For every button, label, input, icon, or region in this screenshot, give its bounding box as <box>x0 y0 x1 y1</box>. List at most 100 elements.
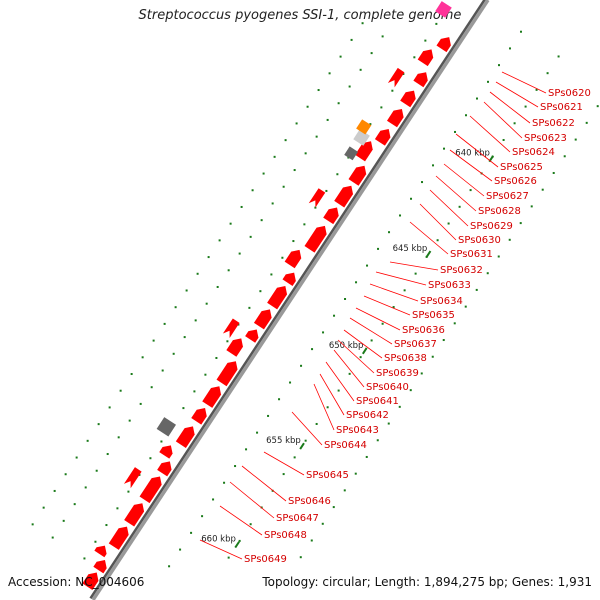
cds-feature <box>157 461 172 477</box>
scale-dot <box>240 205 243 208</box>
scale-dot <box>227 269 230 272</box>
scale-dot <box>116 507 119 510</box>
scale-dot <box>106 453 109 456</box>
scale-dot <box>326 118 329 121</box>
scale-marks: 640 kbp 645 kbp 650 kbp 655 kbp 660 kbp <box>201 149 494 549</box>
scale-dot <box>552 171 555 174</box>
scale-dot <box>152 339 155 342</box>
scale-tick-label: 650 kbp <box>329 341 364 351</box>
scale-dot <box>369 123 372 126</box>
gene-label: SPs0647 <box>276 513 319 524</box>
scale-dot <box>31 523 34 526</box>
gene-label: SPs0641 <box>356 396 399 407</box>
scale-dot <box>304 152 307 155</box>
scale-dot <box>348 372 351 375</box>
scale-dot <box>546 72 549 75</box>
cds-feature <box>216 361 238 387</box>
scale-dot <box>315 135 318 138</box>
scale-dot <box>487 80 490 83</box>
scale-dot <box>293 169 296 172</box>
scale-dot <box>381 322 384 325</box>
scale-dot <box>343 489 346 492</box>
gene-label: SPs0627 <box>486 191 529 202</box>
cds-feature <box>334 185 354 208</box>
scale-dot <box>251 189 254 192</box>
scale-dot <box>410 197 413 200</box>
scale-dot <box>524 105 527 108</box>
scale-dot <box>273 155 276 158</box>
cds-feature <box>267 286 288 310</box>
scale-dot <box>325 189 328 192</box>
scale-dot <box>84 486 87 489</box>
label-lines <box>199 71 547 560</box>
scale-dot <box>127 490 130 493</box>
scale-dot <box>432 164 435 167</box>
scale-dot <box>234 465 237 468</box>
label-leader-line <box>263 451 305 476</box>
scale-dot <box>141 356 144 359</box>
scale-dot <box>117 436 120 439</box>
gene-label: SPs0625 <box>500 162 543 173</box>
label-leader-line <box>333 349 365 388</box>
scale-dot <box>223 481 226 484</box>
scale-dot <box>161 369 164 372</box>
scale-dot <box>185 289 188 292</box>
gene-label: SPs0622 <box>532 118 575 129</box>
scale-dot <box>519 222 522 225</box>
scale-dot <box>315 422 318 425</box>
scale-tick-label: 655 kbp <box>266 436 301 446</box>
scale-dot <box>339 55 342 58</box>
scale-dot <box>388 231 391 234</box>
scale-dot <box>585 121 588 124</box>
scale-dot <box>370 52 373 55</box>
scale-dot <box>259 290 262 293</box>
label-leader-line <box>429 189 469 227</box>
scale-dot <box>326 406 329 409</box>
cds-feature <box>191 407 207 425</box>
scale-dot <box>557 55 560 58</box>
label-leader-line <box>369 283 419 302</box>
scale-dot <box>278 398 281 401</box>
label-leader-line <box>389 261 439 271</box>
cds-feature <box>355 141 373 162</box>
cds-feature <box>108 526 129 550</box>
scale-dot <box>317 89 320 92</box>
scale-dot <box>370 339 373 342</box>
scale-dot <box>284 139 287 142</box>
scale-dot <box>424 39 427 42</box>
misc-feature-orange <box>356 119 372 135</box>
label-leader-line <box>229 481 275 519</box>
gene-label: SPs0648 <box>264 530 307 541</box>
scale-dot <box>248 306 251 309</box>
scale-dot <box>475 288 478 291</box>
scale-dot <box>168 565 171 568</box>
scale-dot <box>535 88 538 91</box>
scale-dot <box>380 106 383 109</box>
scale-tick-label: 660 kbp <box>201 535 236 545</box>
scale-dot <box>292 240 295 243</box>
cds-feature <box>94 545 107 558</box>
cds-feature <box>348 165 367 186</box>
cds-feature <box>374 129 391 146</box>
scale-dot <box>238 252 241 255</box>
backbone-line <box>91 0 490 600</box>
scale-dot <box>498 64 501 67</box>
scale-dot <box>502 138 505 141</box>
scale-dot <box>267 414 270 417</box>
scale-dot <box>332 506 335 509</box>
label-leader-line <box>455 133 499 168</box>
cds-feature <box>124 503 145 527</box>
scale-dot <box>62 519 65 522</box>
scale-dot <box>310 539 313 542</box>
scale-dot <box>497 255 500 258</box>
scale-dot <box>435 22 438 25</box>
label-leader-line <box>501 71 547 94</box>
cds-feature <box>417 49 434 67</box>
scale-dot <box>530 205 533 208</box>
scale-dot <box>218 239 221 242</box>
scale-dot <box>413 56 416 59</box>
cds-feature <box>222 318 240 338</box>
label-leader-line <box>375 271 427 286</box>
cds-feature <box>308 188 326 208</box>
